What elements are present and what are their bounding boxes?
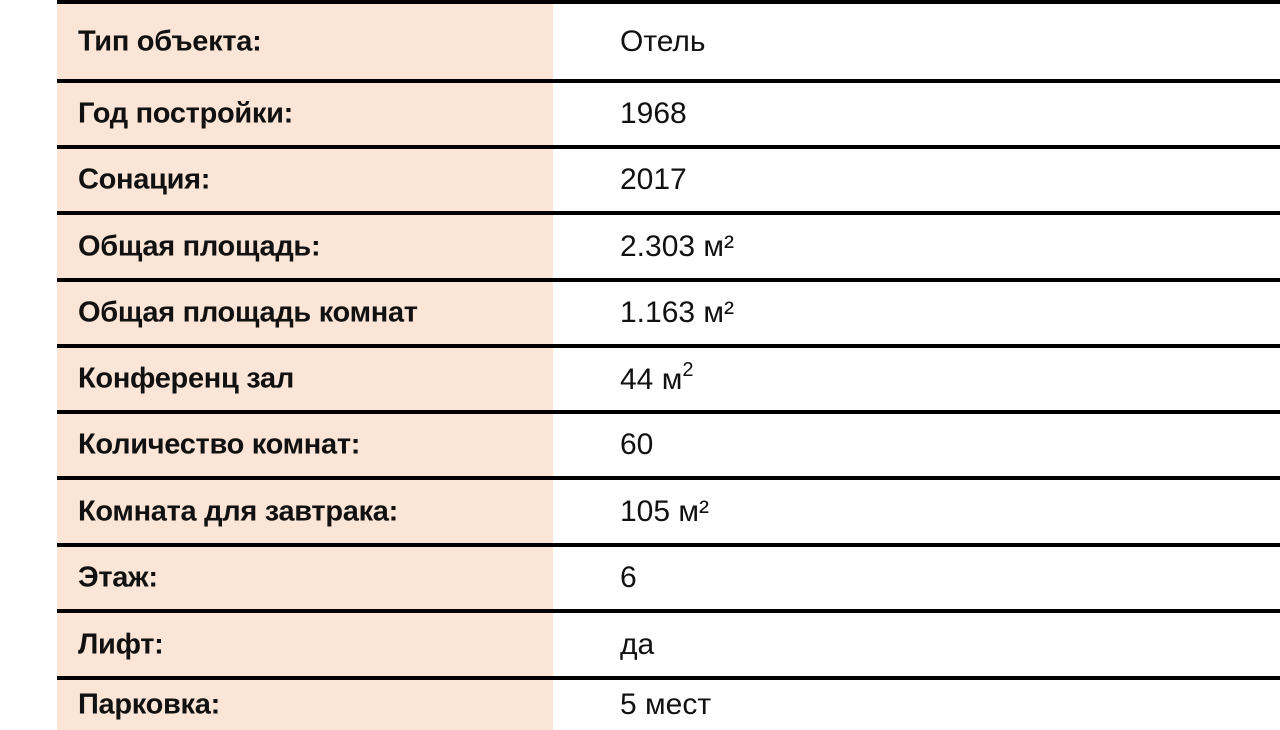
row-value: 105 м² bbox=[620, 495, 709, 529]
row-value-text: 1.163 м² bbox=[620, 296, 735, 329]
row-value-text: 2017 bbox=[620, 163, 687, 196]
row-divider bbox=[57, 344, 1280, 348]
row-label-cell: Год постройки: bbox=[57, 83, 553, 145]
row-value: 2.303 м² bbox=[620, 230, 734, 264]
row-value: 44 м2 bbox=[620, 359, 694, 397]
row-divider bbox=[57, 211, 1280, 215]
row-label-cell: Парковка: bbox=[57, 680, 553, 730]
row-label: Этаж: bbox=[78, 561, 158, 594]
row-label-cell: Этаж: bbox=[57, 547, 553, 609]
row-divider bbox=[57, 476, 1280, 480]
row-label-cell: Комната для завтрака: bbox=[57, 480, 553, 543]
row-divider bbox=[57, 676, 1280, 680]
row-value: 5 мест bbox=[620, 688, 711, 722]
row-value: 1968 bbox=[620, 97, 687, 131]
row-label-cell: Тип объекта: bbox=[57, 4, 553, 79]
row-label: Количество комнат: bbox=[78, 428, 361, 461]
table-row: Этаж: 6 bbox=[57, 547, 1280, 609]
row-divider bbox=[57, 609, 1280, 613]
row-value-text: Отель bbox=[620, 24, 706, 58]
row-divider bbox=[57, 410, 1280, 414]
row-label: Год постройки: bbox=[78, 97, 294, 130]
row-value-text: 60 bbox=[620, 428, 654, 461]
table-row: Общая площадь: 2.303 м² bbox=[57, 215, 1280, 278]
row-value-text: 2.303 м² bbox=[620, 229, 735, 263]
row-label-cell: Лифт: bbox=[57, 613, 553, 676]
row-value-text: 5 мест bbox=[620, 688, 712, 721]
row-value-text: да bbox=[620, 627, 655, 661]
row-label: Парковка: bbox=[78, 688, 220, 721]
table-row: Сонация: 2017 bbox=[57, 149, 1280, 211]
table-row: Общая площадь комнат 1.163 м² bbox=[57, 282, 1280, 344]
row-value: Отель bbox=[620, 25, 706, 59]
row-label: Комната для завтрака: bbox=[78, 495, 398, 527]
row-label: Общая площадь комнат bbox=[78, 296, 418, 329]
row-divider bbox=[57, 0, 1280, 4]
table-row: Комната для завтрака: 105 м² bbox=[57, 480, 1280, 543]
row-value-text: 1968 bbox=[620, 97, 687, 130]
row-label-cell: Конференц зал bbox=[57, 348, 553, 410]
table-row: Лифт: да bbox=[57, 613, 1280, 676]
row-divider bbox=[57, 543, 1280, 547]
row-label: Тип объекта: bbox=[78, 25, 262, 57]
table-row: Конференц зал 44 м2 bbox=[57, 348, 1280, 410]
row-value-text: 105 м² bbox=[620, 494, 710, 528]
row-label-cell: Количество комнат: bbox=[57, 414, 553, 476]
row-value-text: 6 bbox=[620, 561, 637, 594]
row-label: Общая площадь: bbox=[78, 230, 321, 262]
table-row: Парковка: 5 мест bbox=[57, 680, 1280, 730]
row-divider bbox=[57, 278, 1280, 282]
row-value: 6 bbox=[620, 561, 637, 595]
table-row: Тип объекта: Отель bbox=[57, 4, 1280, 79]
row-label: Лифт: bbox=[78, 628, 164, 660]
row-divider bbox=[57, 145, 1280, 149]
row-label: Конференц зал bbox=[78, 362, 294, 395]
table-row: Год постройки: 1968 bbox=[57, 83, 1280, 145]
row-label: Сонация: bbox=[78, 163, 211, 196]
table-row: Количество комнат: 60 bbox=[57, 414, 1280, 476]
row-label-cell: Общая площадь: bbox=[57, 215, 553, 278]
row-value: 2017 bbox=[620, 163, 687, 197]
row-value: 1.163 м² bbox=[620, 296, 734, 330]
row-label-cell: Общая площадь комнат bbox=[57, 282, 553, 344]
superscript: 2 bbox=[682, 359, 694, 381]
row-value-text: 44 м bbox=[620, 363, 683, 396]
row-divider bbox=[57, 79, 1280, 83]
row-value: 60 bbox=[620, 428, 653, 462]
row-label-cell: Сонация: bbox=[57, 149, 553, 211]
row-value: да bbox=[620, 628, 654, 662]
